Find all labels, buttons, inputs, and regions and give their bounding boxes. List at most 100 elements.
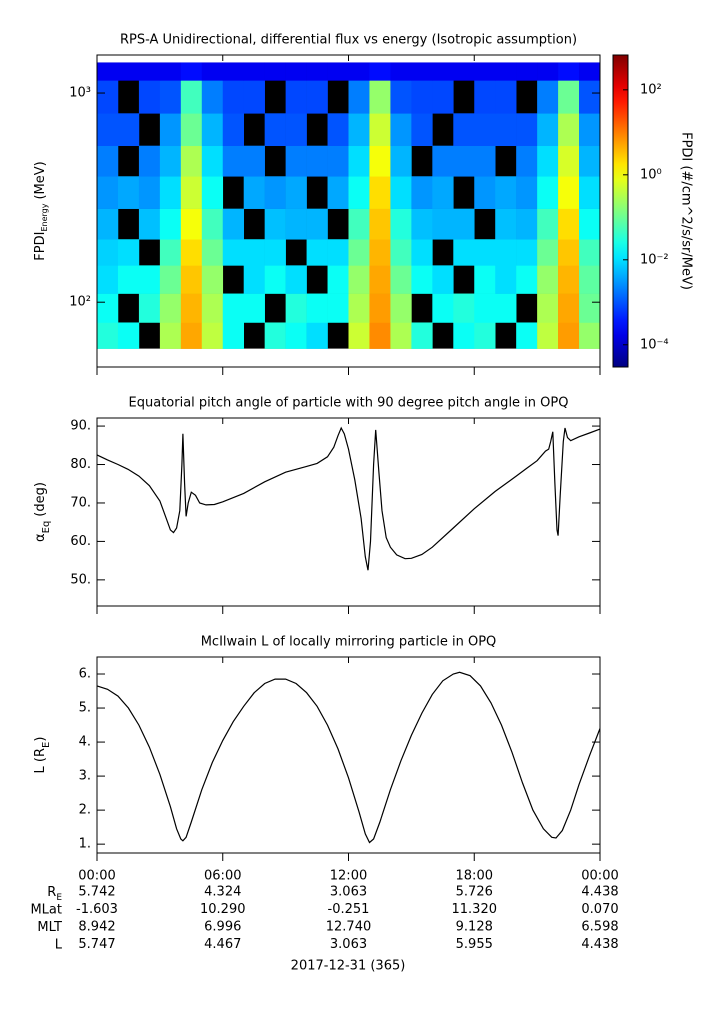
- heatmap-cell: [306, 208, 328, 240]
- heatmap-cell: [243, 145, 265, 177]
- y-label-part: E: [41, 742, 52, 748]
- heatmap-cell: [516, 265, 538, 294]
- heatmap-cell: [180, 208, 203, 240]
- heatmap-cell: [348, 293, 370, 323]
- ephemeris-value: 11.320: [452, 902, 498, 917]
- heatmap-cell: [285, 176, 307, 209]
- label-part: E: [56, 893, 62, 903]
- heatmap-cell: [369, 62, 391, 81]
- heatmap-cell: [306, 145, 328, 177]
- heatmap-cell: [411, 80, 433, 114]
- x-tick-label: 00:00: [78, 869, 115, 884]
- heatmap-cell: [474, 239, 496, 266]
- y-tick-label: 3.: [79, 769, 91, 784]
- heatmap-cell: [97, 265, 119, 294]
- ephemeris-row-label: RE: [47, 885, 62, 903]
- ephemeris-value: 5.747: [78, 937, 115, 952]
- heatmap-cell: [390, 239, 412, 266]
- plot-frame: [96, 417, 601, 607]
- heatmap-cell: [327, 239, 349, 266]
- y-axis-label: FPDIEnergy (MeV): [33, 161, 50, 260]
- heatmap-cell: [474, 145, 496, 177]
- heatmap-cell: [117, 265, 140, 294]
- heatmap-cell: [97, 80, 119, 114]
- heatmap-cell: [180, 62, 203, 81]
- y-label-part: L (R: [33, 748, 48, 773]
- heatmap-cell: [138, 80, 161, 114]
- heatmap-cell: [264, 265, 286, 294]
- heatmap-cell: [348, 239, 370, 266]
- heatmap-cell: [474, 62, 496, 81]
- heatmap-cell: [390, 322, 412, 349]
- y-label-part: α: [33, 533, 48, 542]
- heatmap-cell: [264, 208, 286, 240]
- heatmap-cell: [411, 208, 433, 240]
- ephemeris-value: 0.070: [581, 902, 618, 917]
- colorbar-tick-label: 10⁻⁴: [640, 337, 669, 352]
- heatmap-cell: [285, 113, 307, 147]
- chart-title: RPS-A Unidirectional, differential flux …: [120, 33, 577, 48]
- heatmap-cell: [474, 293, 496, 323]
- heatmap-cell: [411, 239, 433, 266]
- heatmap-cell: [516, 113, 538, 147]
- heatmap-cell: [159, 145, 182, 177]
- heatmap-cell: [453, 293, 475, 323]
- heatmap-cell: [306, 322, 328, 349]
- heatmap-cell: [579, 208, 601, 240]
- heatmap-cell: [117, 322, 140, 349]
- x-tick-label: 00:00: [581, 869, 618, 884]
- heatmap-cell: [369, 145, 391, 177]
- data-line: [96, 426, 601, 571]
- y-tick-label: 2.: [79, 803, 91, 818]
- heatmap-cell: [159, 322, 182, 349]
- heatmap-cell: [159, 293, 182, 323]
- heatmap-cell: [348, 113, 370, 147]
- heatmap-cell: [306, 80, 328, 114]
- heatmap-cell: [159, 113, 182, 147]
- heatmap-cell: [327, 176, 349, 209]
- heatmap-cell: [432, 265, 454, 294]
- heatmap-cell: [180, 113, 203, 147]
- data-line: [96, 671, 601, 844]
- heatmap-cell: [138, 176, 161, 209]
- heatmap-cell: [327, 113, 349, 147]
- ephemeris-value: -1.603: [76, 902, 118, 917]
- chart-title: McIlwain L of locally mirroring particle…: [201, 635, 497, 650]
- heatmap-cell: [516, 62, 538, 81]
- heatmap-cell: [285, 322, 307, 349]
- heatmap-cell: [201, 80, 224, 114]
- ephemeris-value: 3.063: [330, 885, 367, 900]
- ephemeris-value: 4.438: [581, 937, 618, 952]
- heatmap-cell: [495, 265, 517, 294]
- heatmap-cell: [159, 239, 182, 266]
- x-tick-label: 06:00: [204, 869, 241, 884]
- ephemeris-value: 5.742: [78, 885, 115, 900]
- heatmap-cell: [369, 80, 391, 114]
- y-tick-label: 50.: [70, 572, 91, 587]
- heatmap-cell: [432, 62, 454, 81]
- heatmap-cell: [243, 265, 265, 294]
- heatmap-cell: [97, 113, 119, 147]
- heatmap-cell: [453, 62, 475, 81]
- heatmap-cell: [201, 176, 224, 209]
- heatmap-cell: [201, 62, 224, 81]
- heatmap-cell: [432, 145, 454, 177]
- y-label-part: Energy: [40, 203, 49, 231]
- heatmap-cell: [558, 208, 580, 240]
- heatmap-cell: [579, 176, 601, 209]
- heatmap-cell: [285, 293, 307, 323]
- heatmap-cell: [432, 293, 454, 323]
- heatmap-cell: [369, 176, 391, 209]
- heatmap-cell: [97, 293, 119, 323]
- heatmap-cell: [180, 145, 203, 177]
- x-tick-label: 12:00: [330, 869, 367, 884]
- y-label-part: ): [33, 737, 48, 742]
- heatmap-cell: [390, 176, 412, 209]
- y-label-part: (MeV): [33, 161, 48, 199]
- heatmap-cell: [159, 265, 182, 294]
- heatmap-cell: [243, 176, 265, 209]
- heatmap-cell: [97, 208, 119, 240]
- ephemeris-value: 5.726: [456, 885, 493, 900]
- colorbar-label: FPDI (#/cm^2/s/sr/MeV): [679, 132, 694, 290]
